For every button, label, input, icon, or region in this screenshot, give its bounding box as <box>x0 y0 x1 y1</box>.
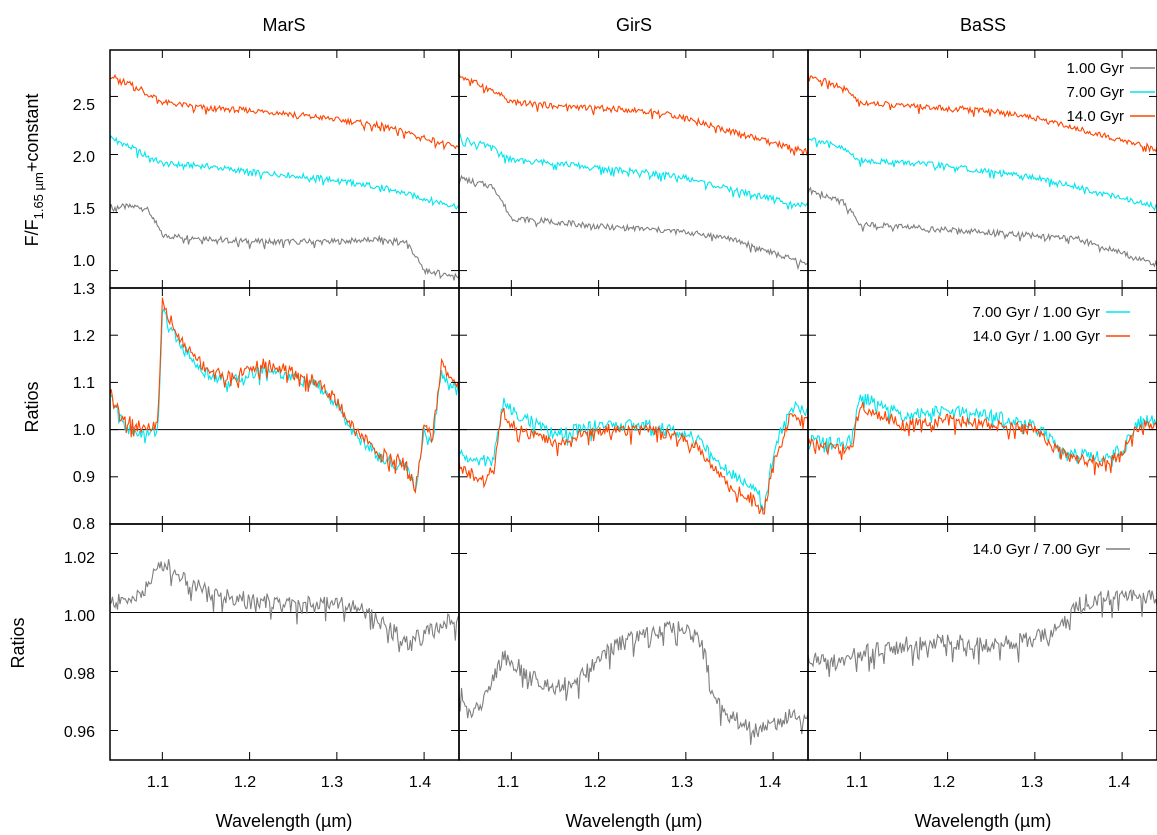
series-line <box>459 174 808 271</box>
y-tick-label: 1.0 <box>73 253 95 270</box>
series-line <box>808 72 1157 153</box>
series-line <box>110 202 459 281</box>
series-line <box>459 397 808 513</box>
series-line <box>459 620 808 745</box>
x-tick-label: 1.4 <box>1108 774 1130 791</box>
panel-frame <box>458 49 809 289</box>
y-tick-label: 0.9 <box>73 469 95 486</box>
x-tick-label: 1.1 <box>497 774 519 791</box>
y-tick-label: 2.0 <box>73 149 95 166</box>
y-tick-label: 1.5 <box>73 201 95 218</box>
y-tick-label: 1.1 <box>73 375 95 392</box>
panel-plot-area <box>110 559 459 653</box>
y-tick-label: 0.98 <box>64 666 95 683</box>
column-title-bass: BaSS <box>960 15 1006 35</box>
y-axis-title-ratios-bottom: Ratios <box>8 617 28 668</box>
column-title-mars: MarS <box>262 15 305 35</box>
x-tick-label: 1.3 <box>321 774 343 791</box>
panel-plot-area <box>459 397 808 515</box>
y-axis-title-spectra: F/F1.65 µm+constant <box>22 94 46 247</box>
legend-label-7gyr: 7.00 Gyr <box>1066 84 1124 101</box>
panel-frames <box>109 49 1157 761</box>
x-tick-label: 1.4 <box>759 774 781 791</box>
x-tick-label: 1.3 <box>1021 774 1043 791</box>
panel-frame <box>807 287 1157 525</box>
legend-label-1gyr: 1.00 Gyr <box>1066 60 1124 77</box>
panel-plot-area <box>110 297 459 494</box>
x-axis-title-mars: Wavelength (µm) <box>216 811 353 831</box>
series-line <box>110 307 459 492</box>
y-tick-label: 1.3 <box>73 281 95 298</box>
panel-plot-area <box>110 73 459 281</box>
panel-plot-area <box>808 393 1157 476</box>
series-line <box>110 135 459 210</box>
x-axis-title-girs: Wavelength (µm) <box>566 811 703 831</box>
legend-label-14-over-1: 14.0 Gyr / 1.00 Gyr <box>972 328 1100 345</box>
panel-frame <box>807 523 1157 761</box>
series-line <box>459 407 808 515</box>
y-axis-title-ratios: Ratios <box>22 381 42 432</box>
series-line <box>808 186 1157 268</box>
series-line <box>459 133 808 210</box>
y-tick-label: 0.96 <box>64 724 95 741</box>
x-axis-title-bass: Wavelength (µm) <box>915 811 1052 831</box>
legend-label-14gyr: 14.0 Gyr <box>1066 108 1124 125</box>
legend-label-14-over-7: 14.0 Gyr / 7.00 Gyr <box>972 541 1100 558</box>
panel-frame <box>109 49 460 289</box>
y-tick-label: 1.02 <box>64 550 95 567</box>
y-tick-label: 1.0 <box>73 422 95 439</box>
series-line <box>808 393 1157 467</box>
x-tick-label: 1.3 <box>671 774 693 791</box>
x-tick-label: 1.4 <box>409 774 431 791</box>
series-line <box>110 73 459 151</box>
panel-plot-area <box>459 72 808 271</box>
y-tick-label: 2.5 <box>73 97 95 114</box>
series-line <box>459 72 808 157</box>
x-tick-label: 1.1 <box>846 774 868 791</box>
y-tick-label: 1.00 <box>64 608 95 625</box>
legend-label-7-over-1: 7.00 Gyr / 1.00 Gyr <box>972 304 1100 321</box>
data-lines-layer <box>110 72 1157 745</box>
y-tick-label: 0.8 <box>73 516 95 533</box>
y-tick-label: 1.2 <box>73 328 95 345</box>
x-tick-label: 1.2 <box>234 774 256 791</box>
series-line <box>110 559 459 653</box>
series-line <box>808 136 1157 212</box>
series-line <box>110 297 459 494</box>
column-title-girs: GirS <box>616 15 652 35</box>
x-tick-label: 1.1 <box>147 774 169 791</box>
panel-plot-area <box>459 612 808 745</box>
panel-plot-area <box>808 588 1157 677</box>
series-line <box>808 401 1157 476</box>
panel-plot-area <box>808 72 1157 268</box>
series-line <box>808 588 1157 677</box>
x-tick-label: 1.2 <box>933 774 955 791</box>
x-tick-label: 1.2 <box>584 774 606 791</box>
